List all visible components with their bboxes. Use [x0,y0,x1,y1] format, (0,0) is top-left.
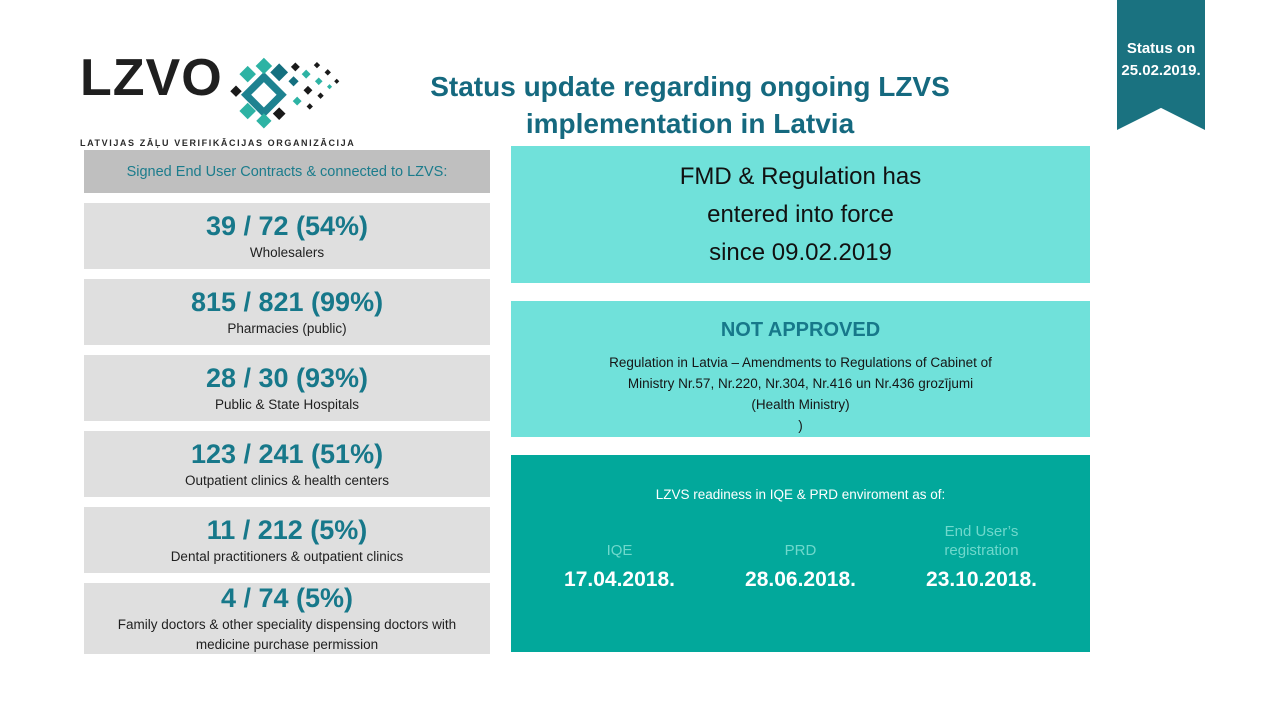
readiness-heading: LZVS readiness in IQE & PRD enviroment a… [655,487,946,502]
fmd-force-box: FMD & Regulation has entered into force … [511,146,1090,283]
logo-tagline: LATVIJAS ZĀĻU VERIFIKĀCIJAS ORGANIZĀCIJA [80,138,356,148]
logo-wordmark: LZVO [80,49,223,107]
stat-label: Dental practitioners & outpatient clinic… [170,548,404,564]
stat-label: Wholesalers [249,244,325,260]
stat-value: 4 / 74 (5%) [220,583,354,613]
milestone-label: IQE [606,542,633,559]
fmd-line2: entered into force [707,200,894,228]
stat-label: Family doctors & other speciality dispen… [117,617,457,652]
stat-value: 11 / 212 (5%) [206,514,368,545]
stat-family-doctors: 4 / 74 (5%) Family doctors & other speci… [84,583,490,654]
not-approved-heading: NOT APPROVED [720,319,881,341]
page-title: Status update regarding ongoing LZVS imp… [400,68,980,142]
stat-value: 815 / 821 (99%) [190,286,384,317]
milestone-prd: PRD 28.06.2018. [710,516,891,592]
stat-value: 123 / 241 (51%) [190,438,384,469]
milestone-label: End User’s registration [944,523,1019,559]
milestone-date: 17.04.2018. [564,568,675,591]
contracts-panel: Signed End User Contracts & connected to… [84,150,490,654]
stat-dental-practitioners: 11 / 212 (5%) Dental practitioners & out… [84,507,490,573]
contracts-panel-header: Signed End User Contracts & connected to… [84,150,490,193]
milestone-date: 28.06.2018. [745,568,856,591]
not-approved-body-line2: Ministry Nr.57, Nr.220, Nr.304, Nr.416 u… [627,376,974,391]
not-approved-body-line1: Regulation in Latvia – Amendments to Reg… [609,355,992,370]
not-approved-body-line4: ) [798,418,803,433]
stat-value: 39 / 72 (54%) [205,210,369,241]
fmd-line3: since 09.02.2019 [709,238,892,266]
milestone-iqe: IQE 17.04.2018. [529,516,710,592]
milestone-label: PRD [784,542,817,559]
not-approved-box: NOT APPROVED Regulation in Latvia – Amen… [511,301,1090,437]
milestone-enduser-registration: End User’s registration 23.10.2018. [891,516,1072,592]
readiness-milestones: IQE 17.04.2018. PRD 28.06.2018. End User… [511,516,1090,592]
logo-mosaic-icon [229,57,339,129]
stat-outpatient-clinics: 123 / 241 (51%) Outpatient clinics & hea… [84,431,490,497]
stat-value: 28 / 30 (93%) [205,362,369,393]
not-approved-body-line3: (Health Ministry) [751,397,850,412]
stat-wholesalers: 39 / 72 (54%) Wholesalers [84,203,490,269]
page-title-line2: implementation in Latvia [525,108,855,139]
status-ribbon-line1: Status on [1126,40,1196,57]
logo: LZVO [80,49,356,148]
readiness-box: LZVS readiness in IQE & PRD enviroment a… [511,455,1090,652]
stat-hospitals: 28 / 30 (93%) Public & State Hospitals [84,355,490,421]
status-ribbon: Status on 25.02.2019. [1117,0,1205,130]
stat-label: Public & State Hospitals [214,396,360,412]
milestone-date: 23.10.2018. [926,568,1037,591]
stat-pharmacies: 815 / 821 (99%) Pharmacies (public) [84,279,490,345]
page-title-line1: Status update regarding ongoing LZVS [430,71,950,102]
fmd-line1: FMD & Regulation has [679,162,922,190]
stat-label: Outpatient clinics & health centers [184,472,390,488]
status-ribbon-line2: 25.02.2019. [1121,62,1201,79]
stat-label: Pharmacies (public) [227,320,347,336]
